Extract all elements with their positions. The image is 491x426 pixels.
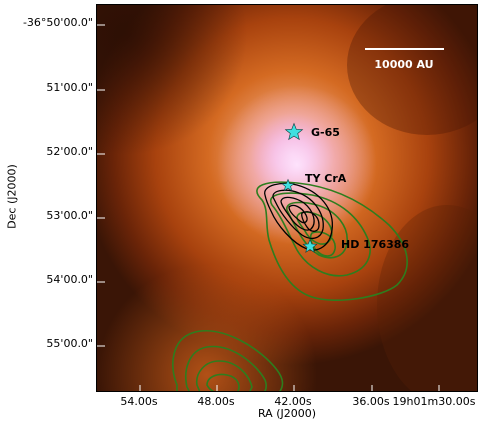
y-tick-label: -36°50'00.0" xyxy=(22,16,93,29)
star-label-g65: G-65 xyxy=(311,126,340,139)
axis-ticks xyxy=(97,24,440,391)
star-markers xyxy=(281,122,318,253)
y-tick-label: 55'00.0" xyxy=(46,337,93,350)
y-tick-label: 51'00.0" xyxy=(46,81,93,94)
star-hd176386-icon xyxy=(302,238,318,253)
green-contours-lower xyxy=(172,330,284,391)
star-g65-icon xyxy=(284,122,304,141)
x-tick-label: 48.00s xyxy=(197,395,235,408)
x-tick-label: 54.00s xyxy=(120,395,158,408)
y-tick-label: 53'00.0" xyxy=(46,209,93,222)
x-tick-label: 19h01m30.00s xyxy=(392,395,476,408)
black-contours xyxy=(264,182,333,251)
star-tycra-icon xyxy=(281,178,295,192)
y-tick-label: 54'00.0" xyxy=(46,273,93,286)
image-panel: G-65 TY CrA HD 176386 10000 AU xyxy=(96,4,478,392)
x-axis-title: RA (J2000) xyxy=(257,407,317,420)
nebula-image: G-65 TY CrA HD 176386 10000 AU xyxy=(97,5,477,391)
star-label-hd176386: HD 176386 xyxy=(341,238,409,251)
star-label-tycra: TY CrA xyxy=(305,172,347,185)
y-axis-title: Dec (J2000) xyxy=(5,164,19,229)
x-tick-label: 36.00s xyxy=(352,395,390,408)
x-tick-label: 42.00s xyxy=(274,395,312,408)
scale-bar-label: 10000 AU xyxy=(374,58,433,71)
y-tick-label: 52'00.0" xyxy=(46,145,93,158)
